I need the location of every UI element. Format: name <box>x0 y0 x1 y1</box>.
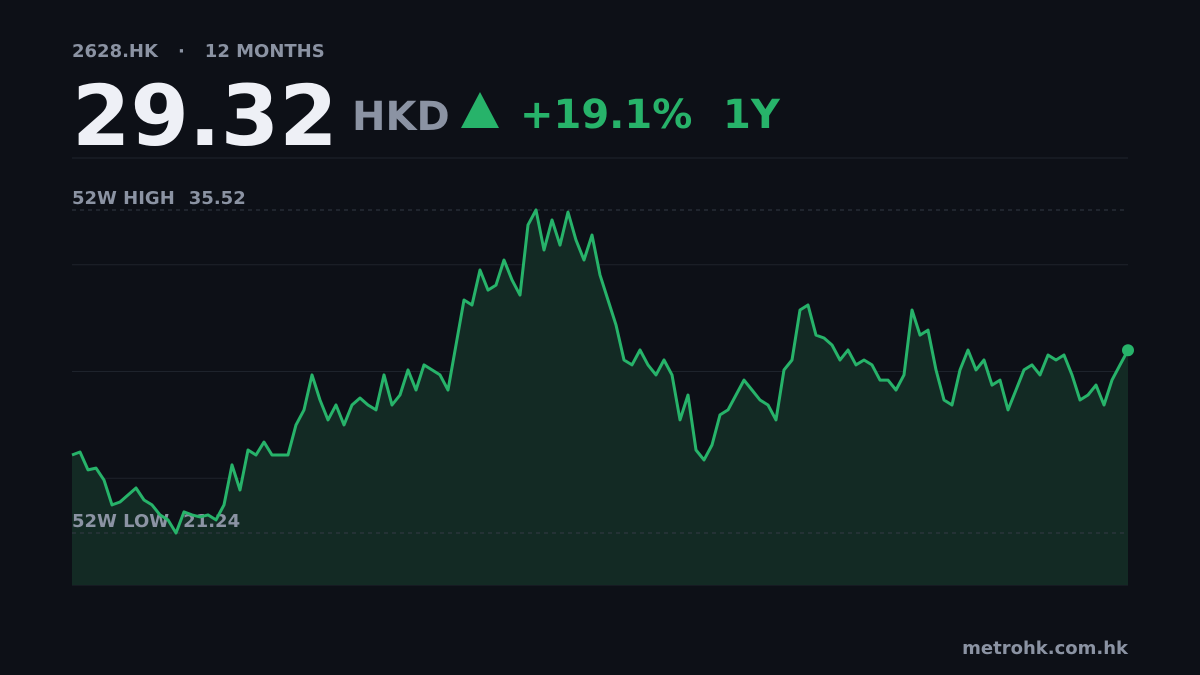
change: +19.1% <box>520 92 692 138</box>
period: 12 MONTHS <box>205 41 325 62</box>
separator: · <box>178 41 185 62</box>
footer: metrohk.com.hk <box>962 638 1129 659</box>
plot: 52W HIGH 35.52 52W LOW 21.24 <box>71 188 1134 586</box>
high-label: 52W HIGH 35.52 <box>72 188 246 209</box>
high-label-text: 52W HIGH <box>72 188 175 209</box>
price: 29.32 <box>72 67 338 165</box>
high-value: 35.52 <box>189 188 246 209</box>
ticker-line: 2628.HK · 12 MONTHS <box>72 41 325 62</box>
low-label-text: 52W LOW <box>72 511 169 532</box>
ticker: 2628.HK <box>72 41 159 62</box>
area <box>72 210 1128 585</box>
up-arrow <box>461 92 499 128</box>
price-line <box>71 208 1130 535</box>
change-period: 1Y <box>723 92 781 138</box>
last-point <box>1122 344 1134 357</box>
currency: HKD <box>352 94 450 140</box>
low-label: 52W LOW 21.24 <box>72 511 240 532</box>
